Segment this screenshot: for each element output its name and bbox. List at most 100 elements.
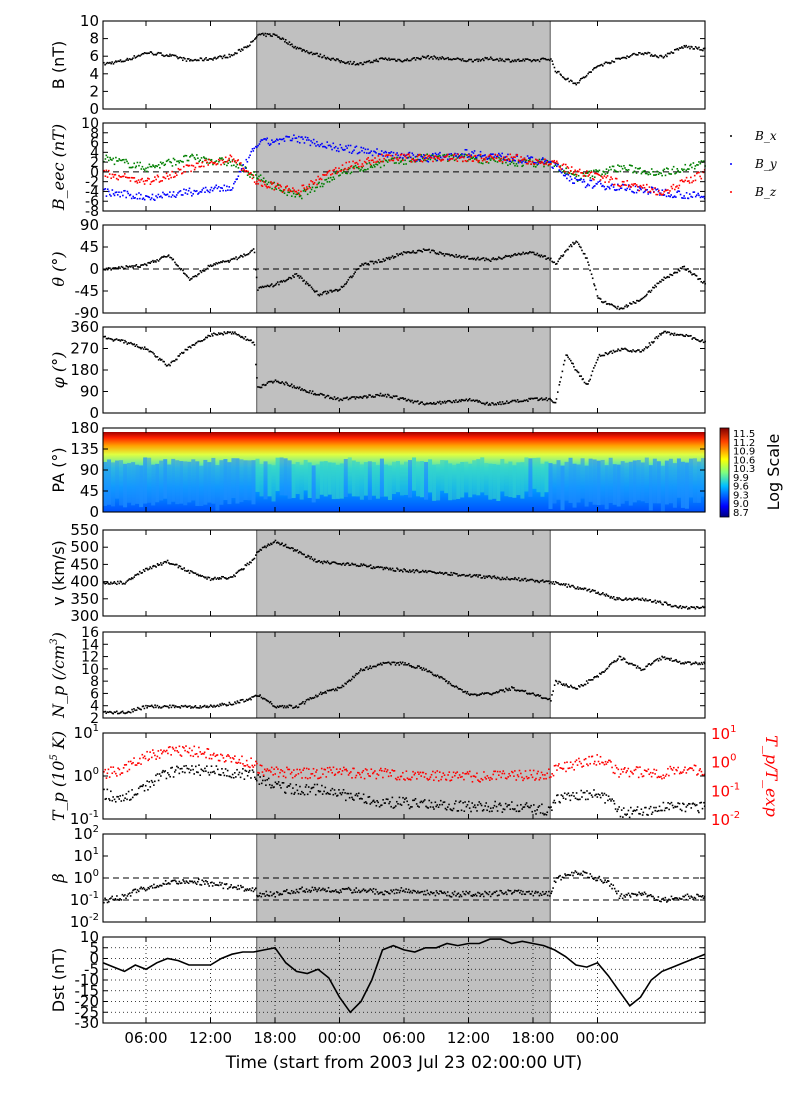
data-point xyxy=(296,549,299,551)
data-point xyxy=(448,159,450,162)
heatmap-cell xyxy=(211,457,216,504)
data-point xyxy=(222,771,225,774)
data-point xyxy=(219,190,221,192)
data-point xyxy=(222,703,225,706)
data-point xyxy=(535,579,537,582)
data-point xyxy=(290,792,293,795)
data-point xyxy=(402,398,405,400)
data-point xyxy=(202,59,205,62)
data-point xyxy=(674,188,676,191)
data-point xyxy=(661,278,663,281)
data-point xyxy=(677,49,680,51)
data-point xyxy=(143,789,146,792)
data-point xyxy=(278,283,280,286)
data-point xyxy=(555,162,558,165)
data-point xyxy=(631,350,633,353)
data-point xyxy=(623,56,625,59)
data-point xyxy=(367,60,369,63)
data-point xyxy=(662,193,665,196)
data-point xyxy=(684,46,686,48)
data-point xyxy=(244,336,247,338)
data-point xyxy=(524,160,527,162)
data-point xyxy=(114,711,117,714)
data-point xyxy=(250,172,252,174)
data-point xyxy=(569,586,572,588)
data-point xyxy=(589,177,592,179)
data-point xyxy=(519,579,522,582)
data-point xyxy=(186,767,189,770)
data-point xyxy=(114,173,117,176)
data-point xyxy=(127,579,130,581)
data-point xyxy=(152,564,155,567)
data-point xyxy=(612,184,615,186)
data-point xyxy=(151,705,154,708)
series-theta xyxy=(103,240,706,311)
data-point xyxy=(153,199,156,201)
data-point xyxy=(660,54,662,57)
data-point xyxy=(540,160,543,163)
data-point xyxy=(180,268,183,270)
data-point xyxy=(672,605,675,608)
data-point xyxy=(106,581,109,584)
data-point xyxy=(698,662,701,665)
data-point xyxy=(648,290,651,292)
data-point xyxy=(488,693,491,695)
data-point xyxy=(623,164,625,167)
data-point xyxy=(662,169,665,172)
data-point xyxy=(377,259,380,261)
data-point xyxy=(423,571,426,573)
data-point xyxy=(429,402,432,404)
data-point xyxy=(232,776,235,779)
data-point xyxy=(149,262,152,265)
data-point xyxy=(232,703,235,706)
data-point xyxy=(332,290,335,292)
data-point xyxy=(227,189,229,191)
data-point xyxy=(580,588,582,590)
data-point xyxy=(437,253,440,256)
data-point xyxy=(485,692,487,695)
colorbar-tick-label: 10.3 xyxy=(733,464,755,475)
data-point xyxy=(486,57,488,59)
data-point xyxy=(198,272,200,275)
data-point xyxy=(268,544,271,546)
data-point xyxy=(432,401,435,404)
heatmap-cell xyxy=(167,464,172,505)
data-point xyxy=(372,262,375,265)
data-point xyxy=(633,597,636,600)
data-point xyxy=(161,162,163,165)
data-point xyxy=(504,156,507,158)
data-point xyxy=(558,170,560,172)
data-point xyxy=(118,582,121,585)
data-point xyxy=(317,789,320,792)
data-point xyxy=(447,158,449,161)
data-point xyxy=(298,135,300,138)
data-point xyxy=(378,394,381,397)
data-point xyxy=(606,185,609,188)
data-point xyxy=(171,766,173,769)
data-point xyxy=(641,597,644,600)
data-point xyxy=(344,397,346,400)
data-point xyxy=(500,157,503,160)
data-point xyxy=(295,190,298,193)
data-point xyxy=(458,58,461,61)
data-point xyxy=(420,666,422,669)
data-point xyxy=(620,599,623,601)
data-point xyxy=(669,659,671,661)
data-point xyxy=(386,661,389,664)
data-point xyxy=(681,662,683,665)
data-point xyxy=(563,170,566,173)
data-point xyxy=(691,46,693,48)
data-point xyxy=(691,181,693,184)
data-point xyxy=(121,175,124,178)
data-point xyxy=(221,159,224,162)
data-point xyxy=(450,254,453,256)
data-point xyxy=(172,258,175,261)
data-point xyxy=(648,663,651,665)
data-point xyxy=(265,35,267,38)
data-point xyxy=(273,181,276,184)
data-point xyxy=(185,189,187,191)
data-point xyxy=(655,336,658,338)
data-point xyxy=(681,333,683,336)
data-point xyxy=(626,661,629,664)
data-point xyxy=(579,587,581,589)
